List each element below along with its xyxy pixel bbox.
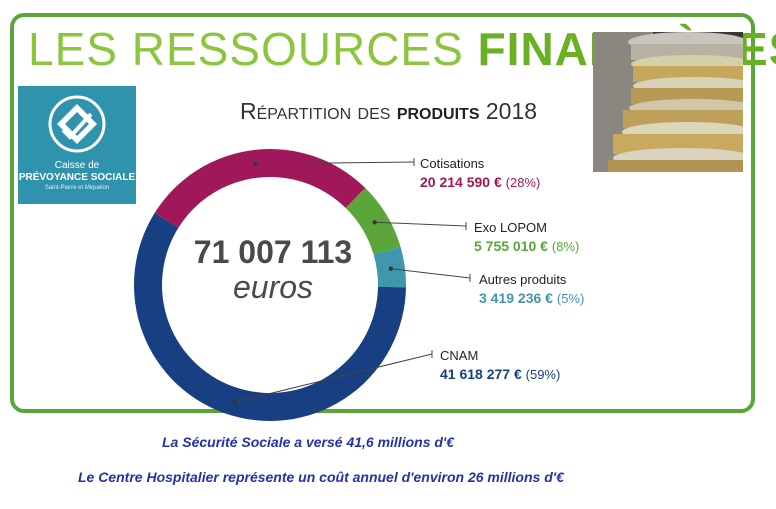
logo-line-2: PRÉVOYANCE SOCIALE [18, 172, 136, 183]
leader-dot [388, 266, 394, 271]
slice-value-text: 20 214 590 € [420, 174, 502, 190]
subtitle-year: 2018 [485, 98, 538, 124]
slice-cotisations [154, 149, 366, 228]
title-light: LES RESSOURCES [28, 23, 464, 75]
slice-value-text: 41 618 277 € [440, 366, 522, 382]
coins-photo [593, 32, 743, 172]
leader-dot [372, 220, 377, 225]
slice-value-text: 5 755 010 € [474, 238, 548, 254]
logo-line-3: Saint-Pierre et Miquelon [44, 185, 110, 191]
leader-line [235, 353, 433, 403]
chart-subtitle: Répartition des produits 2018 [240, 98, 537, 125]
slice-percent: (5%) [556, 291, 585, 306]
total-unit: euros [232, 269, 314, 306]
leader-line [374, 221, 467, 227]
leader-line [255, 161, 415, 165]
cps-logo: Caisse de PRÉVOYANCE SOCIALE Saint-Pierr… [18, 86, 136, 204]
slice-value-cotisations: 20 214 590 € (28%) [420, 174, 540, 190]
logo-line-1: Caisse de [54, 160, 100, 171]
note-securite-sociale: La Sécurité Sociale a versé 41,6 million… [162, 434, 455, 450]
slice-label-cnam: CNAM [440, 348, 479, 363]
slice-value-autres-produits: 3 419 236 € (5%) [479, 290, 584, 306]
donut-center: 71 007 113 euros [183, 234, 363, 306]
slice-percent: (59%) [525, 367, 561, 382]
total-amount: 71 007 113 [193, 234, 353, 270]
slice-cnam [134, 212, 406, 422]
leader-line [390, 268, 471, 279]
note-centre-hospitalier: Le Centre Hospitalier représente un coût… [78, 469, 564, 485]
logo-emblem-icon [48, 95, 106, 153]
slice-percent: (8%) [551, 239, 580, 254]
slice-label-exo-lopom: Exo LOPOM [474, 220, 547, 235]
slice-label-cotisations: Cotisations [420, 156, 485, 171]
subtitle-prefix: Répartition des [240, 98, 391, 124]
slice-value-text: 3 419 236 € [479, 290, 553, 306]
slice-value-exo-lopom: 5 755 010 € (8%) [474, 238, 579, 254]
slice-value-cnam: 41 618 277 € (59%) [440, 366, 560, 382]
subtitle-bold: produits [396, 98, 480, 124]
slice-label-autres-produits: Autres produits [479, 272, 567, 287]
slice-percent: (28%) [505, 175, 541, 190]
